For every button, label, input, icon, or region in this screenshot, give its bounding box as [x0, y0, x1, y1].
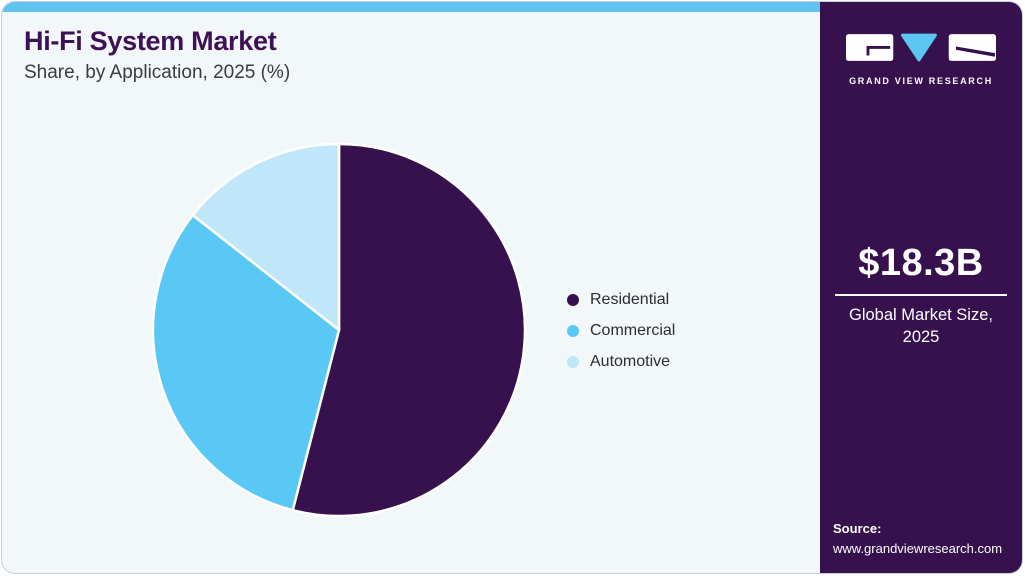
source-block: Source: www.grandviewresearch.com [833, 519, 1002, 558]
pie-chart [151, 142, 527, 518]
market-size-label-line1: Global Market Size, [849, 305, 993, 324]
page-subtitle: Share, by Application, 2025 (%) [24, 62, 291, 84]
gvr-logo-icon [846, 33, 996, 62]
source-label: Source: [833, 521, 882, 536]
legend-dot [567, 325, 579, 337]
pie-chart-area [149, 140, 529, 520]
legend-item: Commercial [567, 321, 675, 341]
market-size-value: $18.3B [858, 242, 984, 284]
legend-item: Residential [567, 290, 675, 310]
chart-header: Hi-Fi System Market Share, by Applicatio… [24, 26, 290, 84]
pie-slice-residential [291, 142, 527, 518]
market-size-label-line2: 2025 [902, 327, 940, 346]
page-title: Hi-Fi System Market [24, 26, 277, 56]
legend: Residential Commercial Automotive [567, 290, 675, 383]
legend-label: Commercial [590, 322, 676, 339]
legend-label: Automotive [590, 353, 671, 370]
brand-logo: GRAND VIEW RESEARCH [820, 28, 1022, 86]
source-url: www.grandviewresearch.com [833, 540, 1003, 556]
top-accent-bar [2, 2, 822, 12]
legend-dot [567, 356, 579, 368]
legend-item: Automotive [567, 352, 675, 372]
market-size-label: Global Market Size, 2025 [820, 304, 1022, 349]
market-size-block: $18.3B Global Market Size, 2025 [820, 242, 1022, 348]
legend-label: Residential [590, 291, 670, 308]
market-size-divider [835, 294, 1007, 296]
pie-slice-automotive [191, 142, 341, 332]
pie-slice-commercial [151, 213, 341, 512]
sidebar: GRAND VIEW RESEARCH $18.3B Global Market… [820, 2, 1022, 573]
legend-dot [567, 294, 579, 306]
brand-name: GRAND VIEW RESEARCH [849, 76, 993, 86]
